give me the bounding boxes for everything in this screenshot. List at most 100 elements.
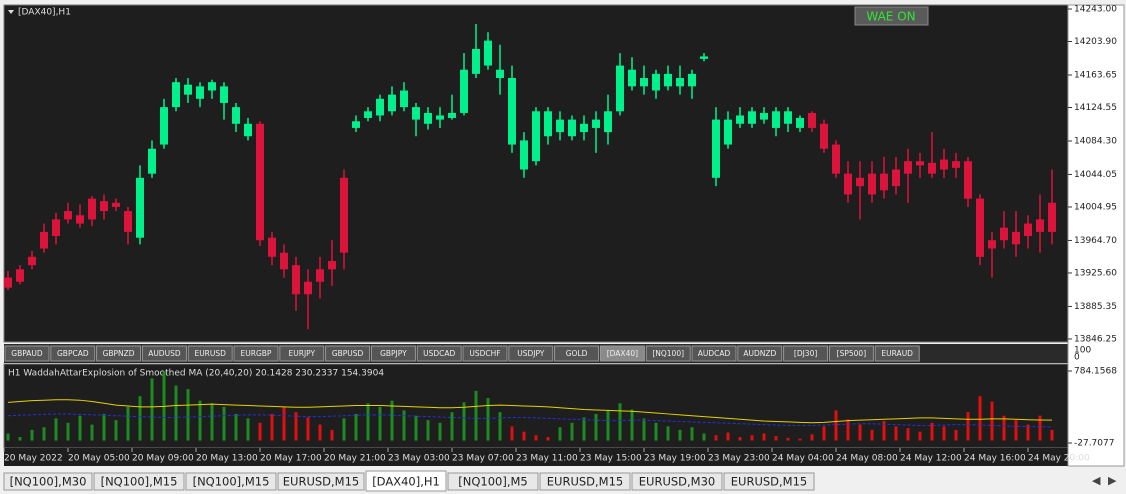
candle-body	[208, 82, 216, 91]
histogram-bar	[498, 412, 502, 441]
tab[interactable]	[447, 472, 539, 491]
histogram-bar	[414, 415, 418, 441]
symbol-button-label[interactable]: USDCHF	[469, 349, 500, 358]
symbol-button-label[interactable]: EURGBP	[241, 349, 272, 358]
tab-label[interactable]: EURUSD,M30	[639, 475, 715, 489]
wae-button[interactable]	[854, 6, 929, 26]
candle-body	[640, 78, 648, 87]
tab-label[interactable]: EURUSD,M15	[283, 475, 359, 489]
symbol-button[interactable]	[50, 345, 96, 362]
tab[interactable]	[277, 472, 365, 491]
tab[interactable]	[365, 470, 447, 492]
histogram-bar	[366, 403, 370, 441]
symbol-button-label[interactable]: [NQ100]	[652, 349, 684, 358]
symbol-button-label[interactable]: GBPAUD	[11, 349, 43, 358]
tab[interactable]	[93, 472, 185, 491]
tab[interactable]	[185, 472, 277, 491]
candle-body	[940, 159, 948, 170]
histogram-bar	[522, 431, 526, 441]
x-tick-label: 24 May 04:00	[772, 454, 834, 464]
histogram-bar	[690, 427, 694, 441]
tab-label[interactable]: [NQ100],M5	[458, 475, 527, 489]
histogram-bar	[726, 432, 730, 441]
symbol-button-label[interactable]: GBPNZD	[103, 349, 135, 358]
symbol-button-label[interactable]: EURJPY	[289, 349, 316, 358]
symbol-button[interactable]	[599, 345, 645, 362]
symbol-button[interactable]	[141, 345, 187, 362]
x-tick-label: 23 May 23:00	[708, 454, 770, 464]
symbol-button[interactable]	[4, 345, 50, 362]
symbol-button-label[interactable]: AUDUSD	[148, 349, 181, 358]
candle-body	[556, 119, 564, 133]
histogram-bar	[282, 406, 286, 441]
symbol-button-label[interactable]: AUDNZD	[743, 349, 776, 358]
candle-body	[400, 90, 408, 108]
symbol-button-label[interactable]: AUDCAD	[698, 349, 731, 358]
symbol-button-label[interactable]: [DAX40]	[607, 349, 638, 358]
tab-label[interactable]: [NQ100],M15	[193, 475, 270, 489]
candle-body	[124, 211, 132, 232]
histogram-bar	[714, 435, 718, 441]
candle-body	[220, 86, 228, 103]
histogram-bar	[294, 412, 298, 441]
candle-body	[748, 111, 756, 124]
tab-scroll[interactable]: ◀	[1092, 474, 1101, 487]
tab-label[interactable]: [NQ100],M30	[10, 475, 87, 489]
symbol-button-label[interactable]: [DJ30]	[794, 349, 817, 358]
candle-body	[832, 144, 840, 174]
x-tick-label: 20 May 2022	[4, 454, 63, 464]
symbol-button[interactable]	[233, 345, 279, 362]
x-tick-label: 20 May 21:00	[324, 454, 386, 464]
symbol-button[interactable]	[187, 345, 233, 362]
candle-body	[976, 198, 984, 257]
candle-body	[784, 111, 792, 124]
menu-arrow[interactable]	[8, 10, 14, 14]
symbol-button[interactable]	[691, 345, 737, 362]
symbol-button[interactable]	[554, 345, 600, 362]
histogram-bar	[642, 418, 646, 441]
symbol-button[interactable]	[737, 345, 783, 362]
histogram-bar	[954, 429, 958, 441]
symbol-button[interactable]	[462, 345, 508, 362]
y-tick-label: 14163.65	[1074, 70, 1117, 80]
tab[interactable]	[723, 472, 815, 491]
candle-body	[604, 111, 612, 133]
candle-body	[568, 119, 576, 137]
y-tick-label: 14124.55	[1074, 103, 1117, 113]
symbol-button-label[interactable]: USDJPY	[517, 349, 545, 358]
symbol-button-label[interactable]: [SP500]	[837, 349, 867, 358]
symbol-button[interactable]	[279, 345, 325, 362]
symbol-button[interactable]	[96, 345, 142, 362]
symbol-button-label[interactable]: GBPCAD	[57, 349, 89, 358]
tab-label[interactable]: EURUSD,M15	[731, 475, 807, 489]
tab[interactable]	[539, 472, 631, 491]
tab-label[interactable]: EURUSD,M15	[547, 475, 623, 489]
symbol-button-label[interactable]: GBPUSD	[332, 349, 364, 358]
symbol-button[interactable]	[783, 345, 829, 362]
tab[interactable]	[631, 472, 723, 491]
tab-scroll[interactable]: ▶	[1108, 474, 1117, 487]
tab[interactable]	[3, 472, 93, 491]
symbol-button-label[interactable]: EURUSD	[194, 349, 226, 358]
symbol-button-label[interactable]: EURAUD	[881, 349, 913, 358]
symbol-button-label[interactable]: GBPJPY	[380, 349, 407, 358]
histogram-bar	[150, 378, 154, 441]
candle-body	[724, 119, 732, 145]
tab-label[interactable]: [DAX40],H1	[372, 475, 440, 489]
symbol-button[interactable]	[325, 345, 371, 362]
symbol-button[interactable]	[874, 345, 920, 362]
x-tick-label: 23 May 15:00	[580, 454, 642, 464]
symbol-button-label[interactable]: USDCAD	[423, 349, 455, 358]
symbol-button[interactable]	[508, 345, 554, 362]
histogram-bar	[450, 412, 454, 441]
tab-label[interactable]: [NQ100],M15	[101, 475, 178, 489]
candle-body	[988, 240, 996, 249]
symbol-button[interactable]	[370, 345, 416, 362]
candle-body	[952, 161, 960, 168]
symbol-button[interactable]	[828, 345, 874, 362]
wae-button-label[interactable]: WAE ON	[866, 10, 915, 24]
symbol-button-label[interactable]: GOLD	[566, 349, 588, 358]
symbol-button[interactable]	[645, 345, 691, 362]
symbol-button[interactable]	[416, 345, 462, 362]
